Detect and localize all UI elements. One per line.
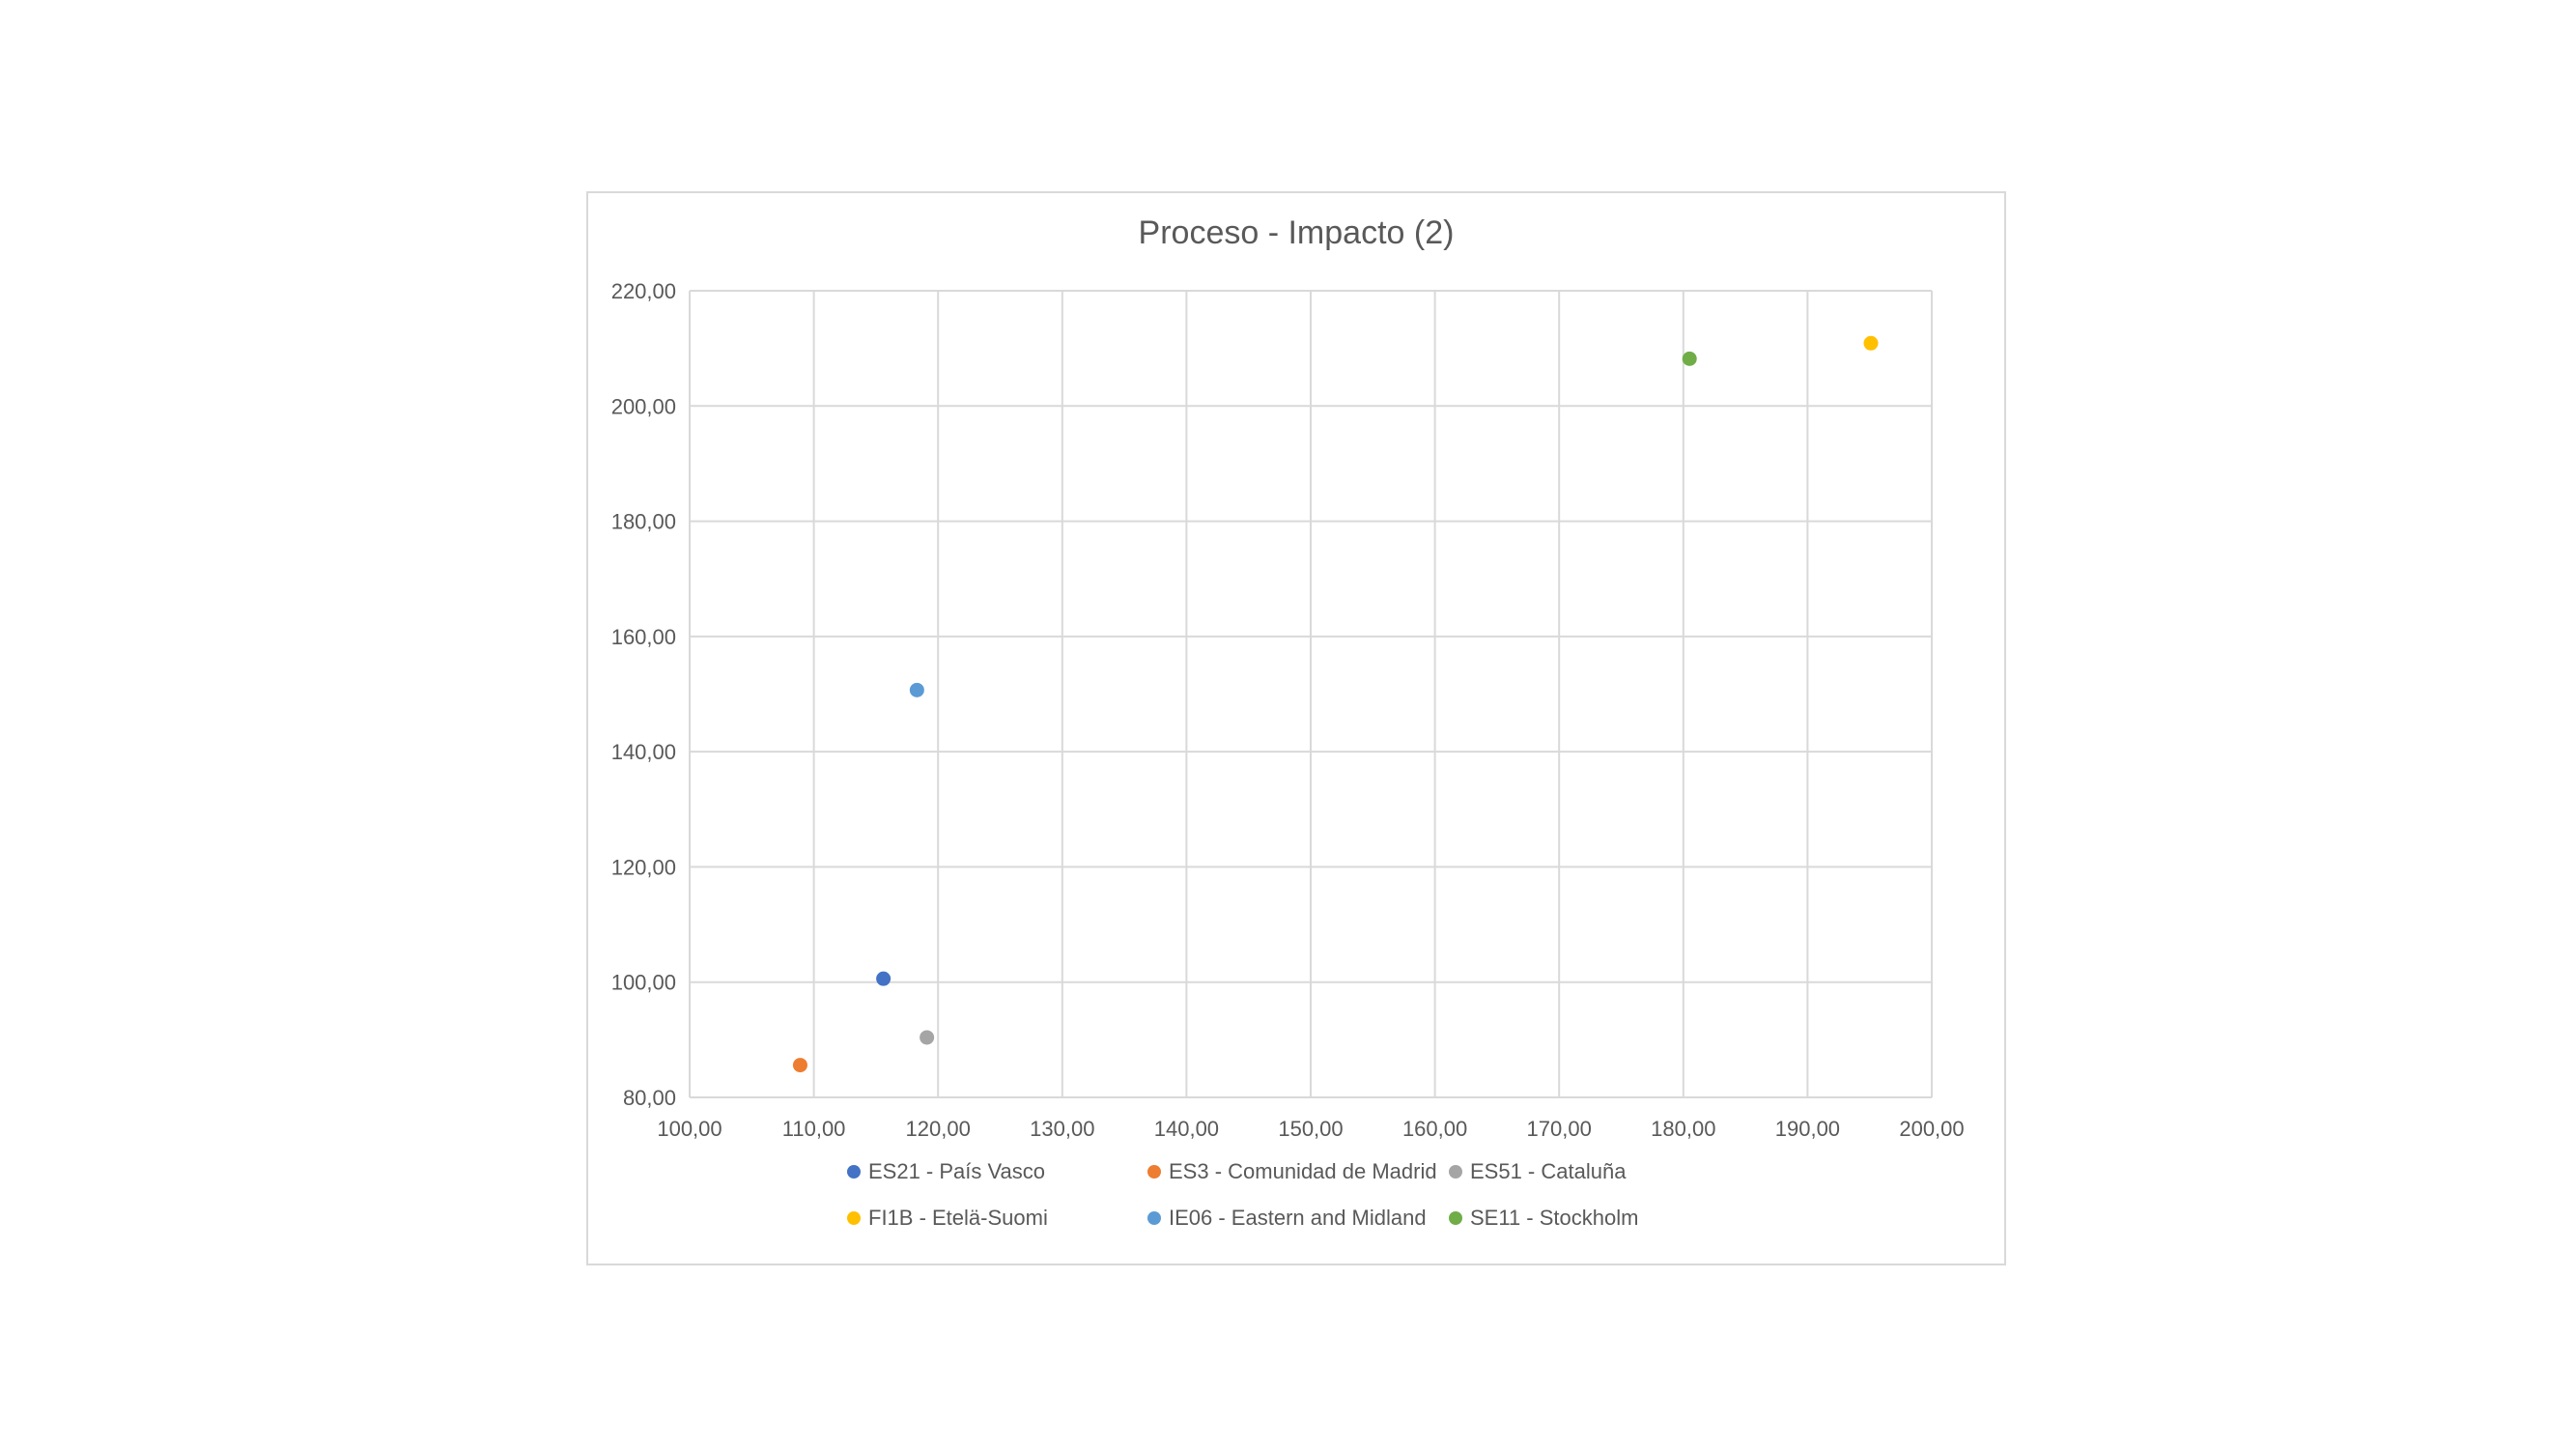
y-tick-label: 140,00 [611, 740, 676, 764]
y-tick-label: 160,00 [611, 625, 676, 649]
legend-marker [1147, 1211, 1161, 1225]
x-tick-label: 190,00 [1775, 1117, 1840, 1141]
grid [689, 290, 1933, 1098]
legend-marker [847, 1211, 861, 1225]
legend-entry: SE11 - Stockholm [1470, 1206, 1638, 1230]
data-point [1682, 351, 1697, 366]
legend-entry: IE06 - Eastern and Midland [1169, 1206, 1427, 1230]
legend-marker [1449, 1165, 1462, 1179]
y-tick-label: 220,00 [611, 279, 676, 303]
x-tick-label: 200,00 [1899, 1117, 1964, 1141]
y-tick-label: 200,00 [611, 394, 676, 418]
data-point [920, 1030, 935, 1045]
chart-title: Proceso - Impacto (2) [1139, 214, 1455, 251]
x-tick-label: 110,00 [782, 1117, 846, 1141]
axis-tick-labels: 100,00 110,00 120,00 130,00 140,00 150,00 160,… [611, 279, 1965, 1141]
data-point [876, 971, 892, 986]
x-tick-label: 120,00 [906, 1117, 971, 1141]
legend-marker [1449, 1211, 1462, 1225]
y-tick-label: 100,00 [611, 971, 676, 995]
legend-entry: ES3 - Comunidad de Madrid [1169, 1159, 1437, 1183]
y-tick-label: 180,00 [611, 510, 676, 534]
chart-frame: Proceso - Impacto (2) 100,00 110,00 120,00… [586, 191, 2006, 1265]
data-point [792, 1058, 807, 1073]
data-point [1863, 335, 1879, 351]
legend-entry: FI1B - Etelä-Suomi [868, 1206, 1048, 1230]
scatter-chart: Proceso - Impacto (2) 100,00 110,00 120,00… [611, 214, 1965, 1230]
y-tick-label: 80,00 [623, 1086, 676, 1110]
legend-marker [847, 1165, 861, 1179]
legend-entry: ES21 - País Vasco [868, 1159, 1045, 1183]
x-tick-label: 100,00 [657, 1117, 722, 1141]
x-tick-label: 160,00 [1402, 1117, 1467, 1141]
x-tick-label: 180,00 [1651, 1117, 1715, 1141]
legend-entry: ES51 - Cataluña [1470, 1159, 1627, 1183]
x-tick-label: 130,00 [1030, 1117, 1094, 1141]
y-tick-label: 120,00 [611, 855, 676, 879]
legend-marker [1147, 1165, 1161, 1179]
data-points [792, 335, 1879, 1073]
legend: ES21 - País Vasco ES3 - Comunidad de Madr… [847, 1159, 1638, 1230]
x-tick-label: 140,00 [1154, 1117, 1219, 1141]
data-point [909, 682, 924, 697]
x-tick-label: 150,00 [1278, 1117, 1343, 1141]
x-tick-label: 170,00 [1527, 1117, 1592, 1141]
